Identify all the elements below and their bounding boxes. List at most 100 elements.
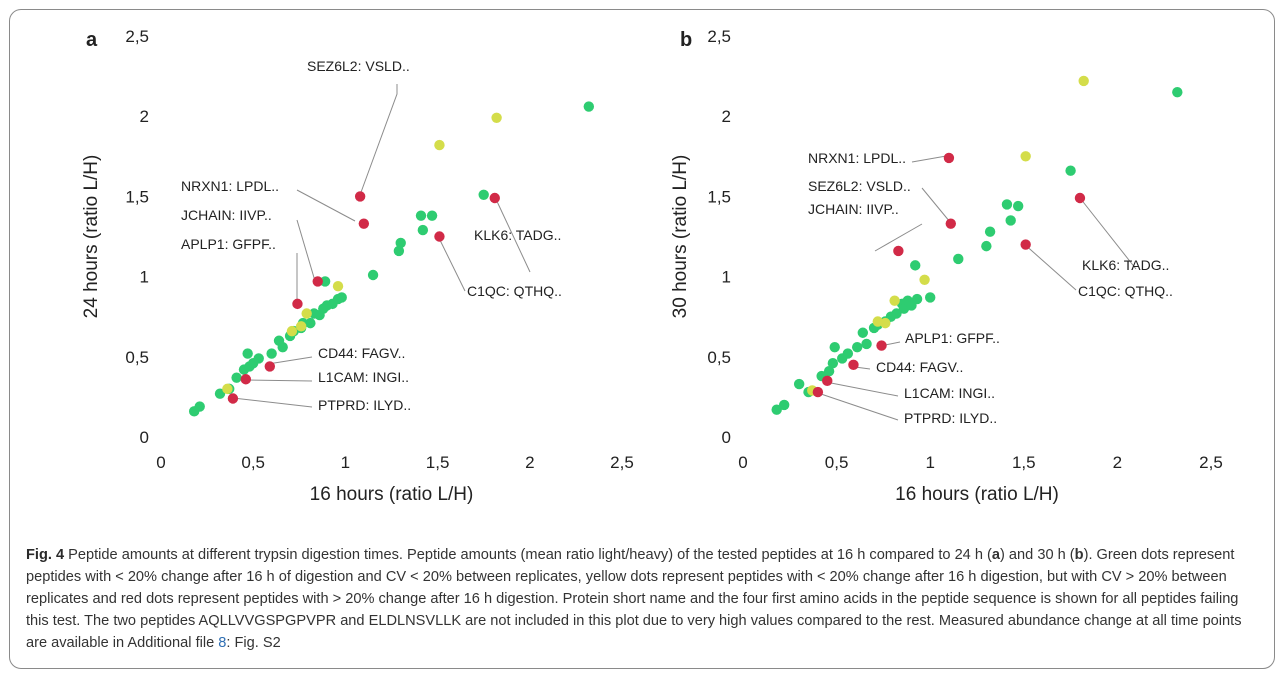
annotation-label: CD44: FAGV.. bbox=[318, 345, 405, 361]
data-point-green bbox=[793, 378, 805, 390]
data-point-green bbox=[827, 358, 839, 369]
data-point-green bbox=[953, 253, 964, 265]
annotation-leader-line bbox=[244, 379, 313, 382]
data-point-green bbox=[925, 292, 936, 303]
annotation-label: C1QC: QTHQ.. bbox=[1078, 283, 1173, 299]
x-tick-label: 2,5 bbox=[1199, 453, 1223, 472]
annotation-leader-line bbox=[1079, 197, 1137, 270]
panel-letter: a bbox=[86, 29, 98, 51]
data-point-green bbox=[417, 224, 429, 236]
data-point-green bbox=[231, 372, 242, 383]
annotation-label: APLP1: GFPF.. bbox=[181, 236, 276, 252]
data-point-green bbox=[984, 226, 996, 237]
data-point-green bbox=[266, 348, 277, 359]
data-point-red bbox=[945, 218, 956, 229]
y-tick-label: 2,5 bbox=[125, 27, 149, 46]
annotation-leader-line bbox=[267, 356, 313, 365]
annotation-leader-line bbox=[884, 341, 901, 346]
data-point-red bbox=[812, 386, 824, 398]
data-point-red bbox=[1074, 192, 1086, 204]
data-point-yellow bbox=[434, 139, 445, 151]
x-tick-label: 1,5 bbox=[1012, 453, 1036, 472]
data-point-red bbox=[292, 298, 303, 310]
annotation-label: JCHAIN: IIVP.. bbox=[808, 201, 899, 217]
data-point-green bbox=[367, 269, 379, 281]
data-point-green bbox=[277, 341, 288, 353]
data-point-green bbox=[1012, 200, 1024, 212]
data-point-green bbox=[857, 327, 869, 338]
data-point-red bbox=[822, 375, 833, 387]
annotation-leader-line bbox=[296, 189, 356, 222]
data-point-yellow bbox=[1020, 151, 1031, 162]
data-point-red bbox=[240, 374, 252, 385]
annotation-leader-line bbox=[874, 223, 923, 252]
annotation-label: PTPRD: ILYD.. bbox=[904, 410, 997, 426]
data-point-green bbox=[910, 260, 921, 271]
x-tick-label: 2,5 bbox=[610, 453, 634, 472]
caption-text-1: Peptide amounts at different trypsin dig… bbox=[64, 547, 992, 563]
data-point-yellow bbox=[295, 321, 307, 332]
x-tick-label: 0,5 bbox=[241, 453, 265, 472]
data-point-yellow bbox=[880, 317, 891, 329]
data-point-green bbox=[778, 399, 790, 411]
data-point-green bbox=[911, 293, 923, 305]
annotation-label: SEZ6L2: VSLD.. bbox=[808, 178, 911, 194]
x-tick-label: 2 bbox=[525, 453, 534, 472]
caption-text-2: ) and 30 h ( bbox=[1000, 547, 1075, 563]
y-axis-title: 24 hours (ratio L/H) bbox=[81, 155, 102, 319]
annotation-label: NRXN1: LPDL.. bbox=[181, 178, 279, 194]
data-point-red bbox=[943, 152, 955, 164]
x-axis-title: 16 hours (ratio L/H) bbox=[310, 484, 474, 505]
caption-panel-a: a bbox=[991, 547, 1001, 563]
y-tick-label: 2 bbox=[140, 107, 149, 126]
additional-file-link[interactable]: 8 bbox=[218, 635, 227, 651]
data-point-green bbox=[771, 404, 782, 415]
data-point-red bbox=[1020, 239, 1031, 250]
data-point-green bbox=[851, 341, 863, 353]
data-point-yellow bbox=[222, 383, 233, 395]
data-point-green bbox=[829, 341, 840, 353]
data-point-green bbox=[393, 245, 405, 257]
data-point-yellow bbox=[491, 112, 502, 124]
annotation-leader-line bbox=[296, 219, 316, 282]
y-tick-label: 2 bbox=[722, 107, 731, 126]
data-point-yellow bbox=[301, 308, 312, 319]
figure-caption: Fig. 4 Peptide amounts at different tryp… bbox=[26, 544, 1261, 654]
data-point-yellow bbox=[1078, 75, 1089, 87]
annotation-label: KLK6: TADG.. bbox=[474, 227, 561, 243]
y-axis-title: 30 hours (ratio L/H) bbox=[670, 155, 691, 319]
data-point-green bbox=[253, 353, 264, 364]
data-point-green bbox=[842, 348, 854, 359]
data-point-yellow bbox=[332, 281, 344, 292]
data-point-green bbox=[415, 210, 427, 221]
y-tick-label: 0,5 bbox=[125, 348, 149, 367]
data-point-green bbox=[395, 237, 406, 249]
annotation-leader-line bbox=[493, 194, 531, 273]
y-tick-label: 1,5 bbox=[707, 187, 731, 206]
data-point-yellow bbox=[919, 274, 930, 286]
caption-text-3: ). Green dots represent peptides with < … bbox=[26, 547, 1242, 651]
data-point-green bbox=[478, 189, 489, 200]
data-point-red bbox=[893, 245, 904, 257]
annotation-leader-line bbox=[436, 233, 466, 292]
figure-frame bbox=[9, 9, 1275, 669]
data-point-green bbox=[981, 240, 992, 252]
annotation-label: L1CAM: INGI.. bbox=[904, 385, 995, 401]
caption-panel-b: b bbox=[1074, 547, 1084, 563]
annotation-label: NRXN1: LPDL.. bbox=[808, 150, 906, 166]
annotation-leader-line bbox=[921, 187, 951, 223]
y-tick-label: 0 bbox=[722, 428, 731, 447]
x-tick-label: 1 bbox=[341, 453, 350, 472]
annotation-leader-line bbox=[232, 397, 313, 408]
data-point-green bbox=[1172, 86, 1183, 98]
data-point-green bbox=[891, 308, 902, 319]
data-point-red bbox=[489, 192, 500, 204]
panel-letter: b bbox=[680, 29, 692, 51]
data-point-red bbox=[264, 361, 275, 372]
data-point-red bbox=[358, 218, 370, 229]
y-tick-label: 2,5 bbox=[707, 27, 731, 46]
x-tick-label: 0 bbox=[738, 453, 747, 472]
data-point-green bbox=[319, 276, 331, 287]
y-tick-label: 0 bbox=[140, 428, 149, 447]
x-axis-title: 16 hours (ratio L/H) bbox=[895, 484, 1059, 505]
